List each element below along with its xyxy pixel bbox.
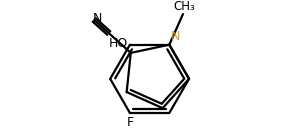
- Text: N: N: [92, 12, 102, 25]
- Text: F: F: [126, 116, 133, 129]
- Text: HO: HO: [108, 37, 128, 50]
- Text: N: N: [170, 30, 180, 43]
- Text: CH₃: CH₃: [173, 0, 195, 13]
